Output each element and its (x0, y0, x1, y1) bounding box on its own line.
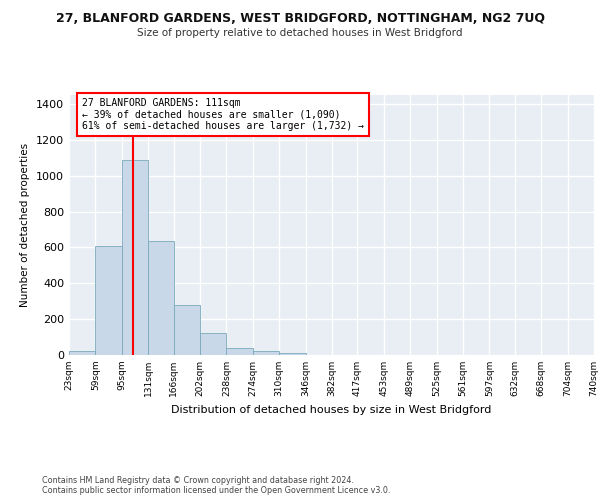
Bar (148, 241, 174, 355)
Y-axis label: Number of detached properties: Number of detached properties (20, 143, 31, 307)
Bar (95, 246, 122, 355)
Bar (226, 348, 253, 355)
Text: Contains HM Land Registry data © Crown copyright and database right 2024.
Contai: Contains HM Land Registry data © Crown c… (42, 476, 391, 495)
Bar (122, 160, 148, 355)
Text: 27 BLANFORD GARDENS: 111sqm
← 39% of detached houses are smaller (1,090)
61% of : 27 BLANFORD GARDENS: 111sqm ← 39% of det… (82, 98, 364, 131)
Bar (253, 352, 279, 355)
Text: Size of property relative to detached houses in West Bridgford: Size of property relative to detached ho… (137, 28, 463, 38)
X-axis label: Distribution of detached houses by size in West Bridgford: Distribution of detached houses by size … (172, 404, 491, 414)
Text: 27, BLANFORD GARDENS, WEST BRIDGFORD, NOTTINGHAM, NG2 7UQ: 27, BLANFORD GARDENS, WEST BRIDGFORD, NO… (56, 12, 545, 26)
Bar (200, 334, 226, 355)
Bar (174, 305, 200, 355)
Bar (279, 353, 305, 355)
Bar (69, 350, 95, 355)
